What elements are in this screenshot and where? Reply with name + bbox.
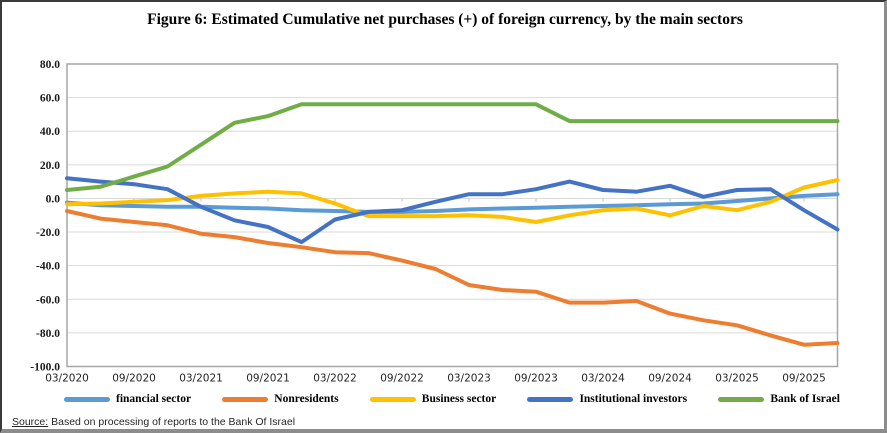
y-axis-label: 80.0 — [40, 59, 60, 71]
legend-swatch-icon — [718, 396, 765, 402]
legend-label: Nonresidents — [274, 393, 339, 405]
source-label: Source: — [12, 416, 49, 428]
y-axis-label: -20.0 — [36, 227, 60, 239]
y-axis-label: 40.0 — [40, 126, 60, 138]
x-axis-label: 03/2023 — [447, 373, 491, 385]
x-axis-label: 09/2022 — [380, 373, 424, 385]
x-axis-label: 09/2023 — [514, 373, 558, 385]
legend-item-bank-of-israel: Bank of Israel — [718, 393, 840, 405]
series-line-business-sector — [65, 178, 840, 224]
legend-swatch-icon — [369, 396, 416, 402]
legend-item-nonresidents: Nonresidents — [222, 393, 339, 405]
series-line-bank-of-israel — [65, 102, 840, 192]
y-axis-label: 60.0 — [40, 93, 60, 105]
x-axis-label: 09/2024 — [648, 373, 692, 385]
series-line-institutional-investors — [65, 176, 840, 245]
plot-border — [66, 63, 839, 368]
line-chart: 80.0 60.0 40.0 20.0 0.0 -20.0 -40.0 -60.0 -80.0 -… — [30, 59, 840, 385]
y-axis-label: 0.0 — [46, 193, 61, 205]
source-note: Source: Based on processing of reports t… — [12, 416, 295, 428]
series-line-financial-sector — [65, 192, 840, 214]
legend-swatch-icon — [527, 396, 574, 402]
y-axis-label: -100.0 — [30, 362, 60, 374]
legend-swatch-icon — [222, 396, 269, 402]
y-axis-label: -80.0 — [36, 328, 60, 340]
legend-label: financial sector — [116, 393, 192, 405]
x-axis-label: 03/2024 — [581, 373, 625, 385]
legend-label: Business sector — [421, 393, 497, 405]
y-axis-label: 20.0 — [40, 160, 60, 172]
y-axis-label: -40.0 — [36, 261, 60, 273]
legend-item-institutional-investors: Institutional investors — [527, 393, 687, 405]
legend-label: Institutional investors — [579, 393, 688, 405]
chart-area: 80.0 60.0 40.0 20.0 0.0 -20.0 -40.0 -60.0 -80.0 -… — [2, 52, 884, 387]
legend-item-financial-sector: financial sector — [64, 393, 191, 405]
legend-item-business-sector: Business sector — [369, 393, 497, 405]
x-axis-label: 09/2020 — [112, 373, 156, 385]
series-line-nonresidents — [65, 209, 840, 347]
legend-label: Bank of Israel — [770, 393, 840, 405]
y-axis-label: -60.0 — [36, 294, 60, 306]
x-axis-label: 03/2022 — [313, 373, 357, 385]
x-axis-label: 03/2021 — [179, 373, 223, 385]
x-axis-label: 03/2020 — [45, 373, 89, 385]
x-axis-label: 09/2025 — [782, 373, 826, 385]
x-axis-label: 03/2025 — [715, 373, 759, 385]
chart-title: Figure 6: Estimated Cumulative net purch… — [147, 11, 743, 28]
x-axis-label: 09/2021 — [246, 373, 290, 385]
source-text: Based on processing of reports to the Ba… — [48, 416, 296, 428]
legend-swatch-icon — [64, 396, 110, 402]
chart-legend: financial sector Nonresidents Business sec… — [64, 393, 840, 405]
